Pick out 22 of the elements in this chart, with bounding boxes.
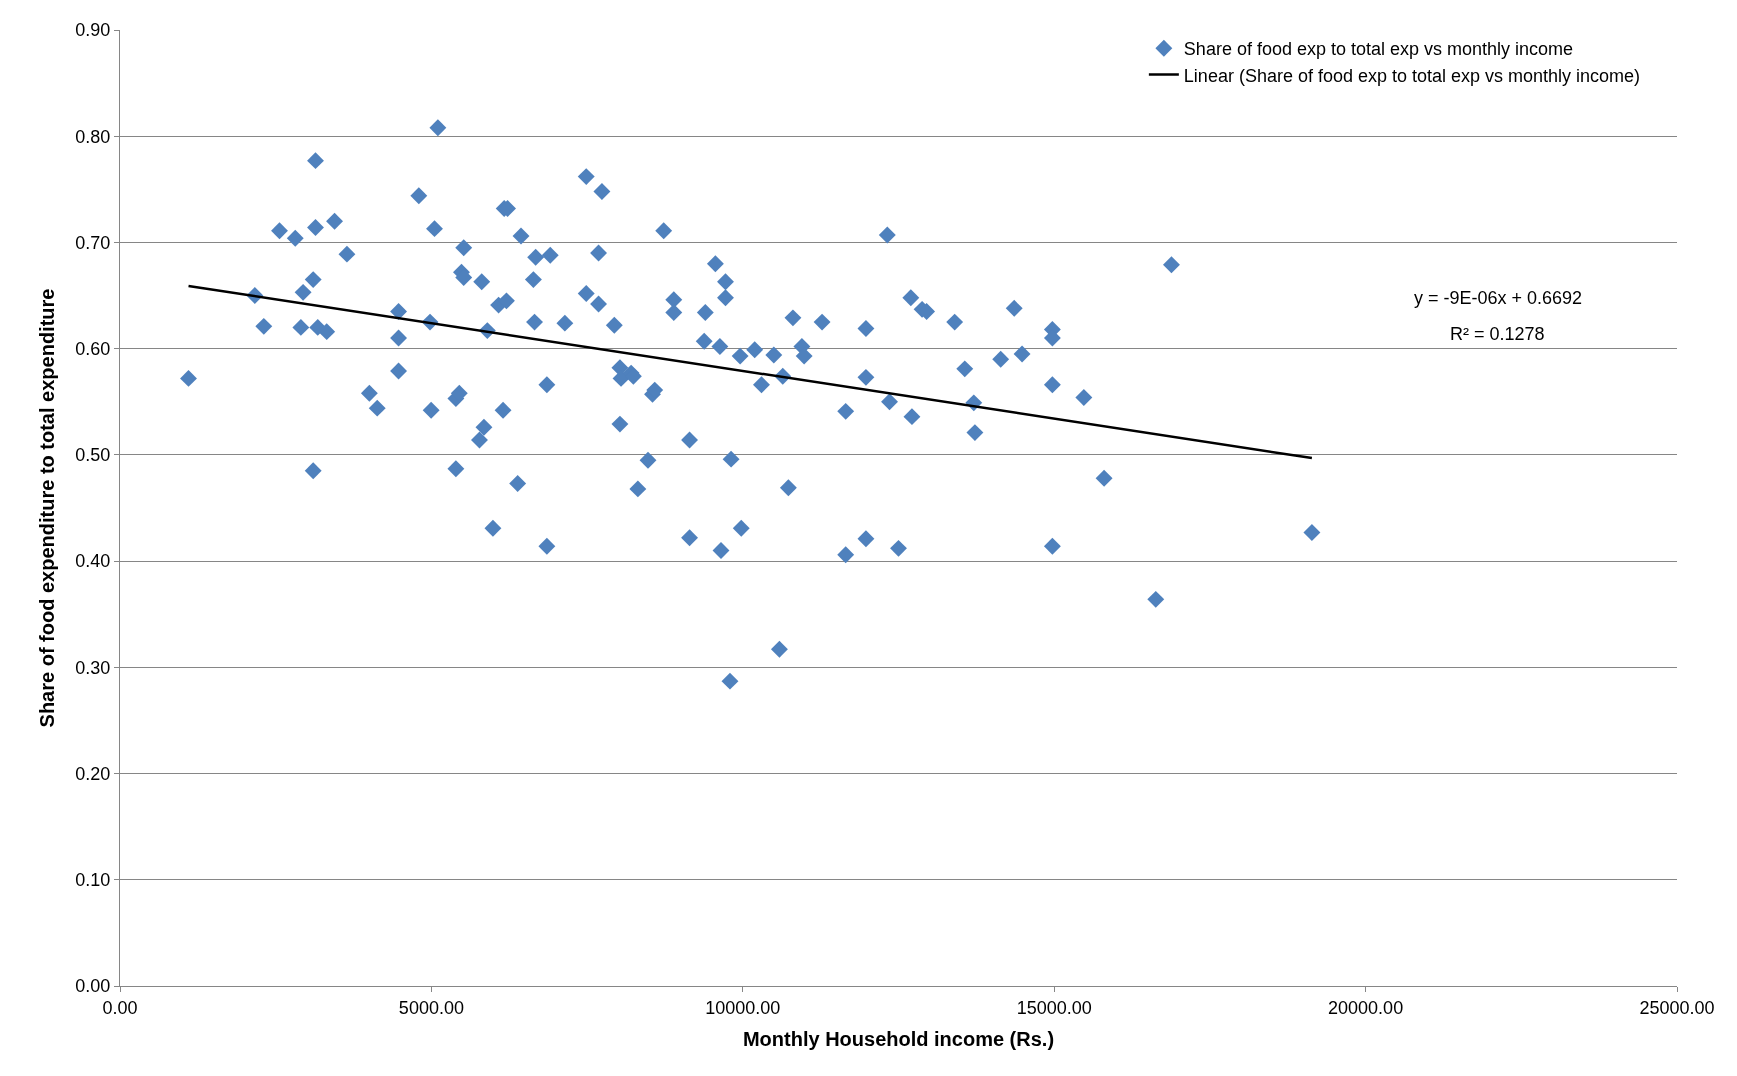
legend-label: Linear (Share of food exp to total exp vs monthly income) <box>1183 65 1641 86</box>
x-tick-label: 20000.00 <box>1328 997 1404 1018</box>
annotation: y = -9E-06x + 0.6692 <box>1414 288 1583 308</box>
y-tick-label: 0.50 <box>75 445 111 466</box>
x-tick-label: 5000.00 <box>398 997 464 1018</box>
y-tick-label: 0.60 <box>75 338 111 359</box>
x-tick-label: 0.00 <box>102 997 138 1018</box>
y-tick-label: 0.90 <box>75 20 111 41</box>
y-tick-label: 0.70 <box>75 232 111 253</box>
y-tick-label: 0.00 <box>75 976 111 997</box>
y-tick-label: 0.80 <box>75 126 111 147</box>
legend-label: Share of food exp to total exp vs monthly income <box>1183 39 1574 60</box>
annotation: R² = 0.1278 <box>1450 324 1545 344</box>
x-axis-title: Monthly Household income (Rs.) <box>742 1028 1055 1051</box>
y-tick-label: 0.40 <box>75 551 111 572</box>
y-tick-label: 0.10 <box>75 870 111 891</box>
x-tick-label: 25000.00 <box>1639 997 1715 1018</box>
x-tick-label: 10000.00 <box>705 997 781 1018</box>
y-tick-label: 0.20 <box>75 763 111 784</box>
y-axis-title: Share of food expenditure to total expenditure <box>35 288 58 728</box>
y-tick-label: 0.30 <box>75 657 111 678</box>
x-tick-label: 15000.00 <box>1016 997 1092 1018</box>
